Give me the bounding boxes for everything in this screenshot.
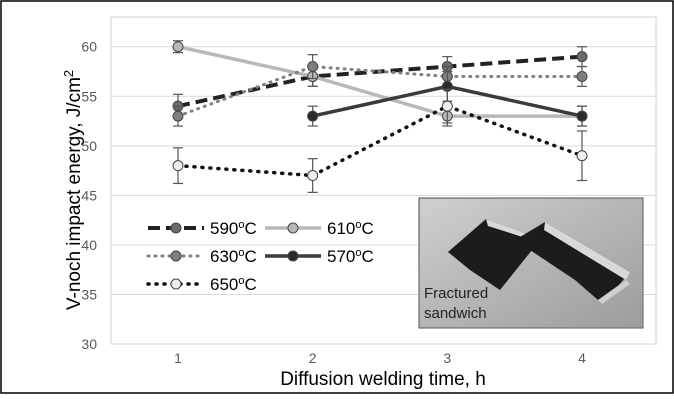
data-point <box>576 70 588 82</box>
inset-caption-line2: sandwich <box>424 305 487 322</box>
y-tick-label: 50 <box>81 138 97 154</box>
y-axis-title-sup: 2 <box>61 70 76 77</box>
x-tick-label: 2 <box>309 350 317 366</box>
legend-label-unit: C <box>245 247 257 266</box>
data-point <box>307 170 319 182</box>
legend-label: 590oC <box>210 219 257 238</box>
legend-label-value: 570 <box>327 247 355 266</box>
y-tick-label: 60 <box>81 39 97 55</box>
sandwich-left-edge <box>486 219 532 240</box>
legend-label-unit: C <box>362 247 374 266</box>
data-point <box>172 160 184 172</box>
legend-entry-590: 590oC <box>148 219 257 238</box>
data-point <box>172 41 184 53</box>
x-tick-labels: 1 2 3 4 <box>174 350 586 366</box>
inset-photo: Fractured sandwich <box>418 197 644 329</box>
data-point <box>307 110 319 122</box>
series-layer <box>172 40 588 193</box>
legend-entry-570: 570oC <box>265 247 374 266</box>
data-point <box>441 100 453 112</box>
legend-label-degree: o <box>355 219 361 231</box>
series-650 <box>172 88 588 193</box>
x-tick-label: 1 <box>174 350 182 366</box>
sandwich-left-piece <box>448 219 532 290</box>
legend-label-degree: o <box>238 219 244 231</box>
x-tick-label: 4 <box>578 350 586 366</box>
legend-label-value: 650 <box>210 275 238 294</box>
legend-label-value: 610 <box>327 219 355 238</box>
x-axis-title: Diffusion welding time, h <box>280 369 486 390</box>
series-line <box>176 104 584 178</box>
data-point <box>307 61 319 73</box>
y-tick-label: 45 <box>81 187 97 203</box>
y-tick-labels: 30 35 40 45 50 55 60 <box>81 39 97 352</box>
legend-swatch-marker <box>170 222 182 234</box>
data-point <box>576 51 588 63</box>
data-point <box>172 110 184 122</box>
inset-caption-line1: Fractured <box>424 285 488 302</box>
legend-label-degree: o <box>238 275 244 287</box>
legend-entry-610: 610oC <box>265 219 374 238</box>
legend-label-unit: C <box>362 219 374 238</box>
y-axis-title: V-noch impact energy, J/cm2 <box>61 70 86 310</box>
sandwich-right-piece <box>515 222 630 300</box>
y-tick-label: 35 <box>81 286 97 302</box>
legend-entry-650: 650oC <box>146 275 257 294</box>
data-point <box>576 110 588 122</box>
legend-entry-630: 630oC <box>146 247 257 266</box>
legend-swatch-marker <box>287 250 299 262</box>
legend-label-unit: C <box>245 219 257 238</box>
legend-swatch-marker <box>170 250 182 262</box>
legend-swatch-marker <box>287 222 299 234</box>
data-point <box>576 150 588 162</box>
legend-label: 630oC <box>210 247 257 266</box>
y-tick-label: 30 <box>81 336 97 352</box>
legend-label-degree: o <box>355 247 361 259</box>
legend-label-degree: o <box>238 247 244 259</box>
sandwich-right-edge <box>544 222 630 280</box>
y-tick-label: 40 <box>81 237 97 253</box>
legend-label: 610oC <box>327 219 374 238</box>
series-line <box>177 45 582 118</box>
legend-label-unit: C <box>245 275 257 294</box>
legend-label: 650oC <box>210 275 257 294</box>
legend-label-value: 630 <box>210 247 238 266</box>
legend-label: 570oC <box>327 247 374 266</box>
x-tick-label: 3 <box>443 350 451 366</box>
series-line <box>176 65 584 118</box>
y-tick-label: 55 <box>81 88 97 104</box>
legend-swatch-marker <box>170 278 182 290</box>
sandwich-right-edge-2 <box>598 280 630 304</box>
legend-label-value: 590 <box>210 219 238 238</box>
y-axis-title-text: V-noch impact energy, J/cm <box>64 77 85 310</box>
